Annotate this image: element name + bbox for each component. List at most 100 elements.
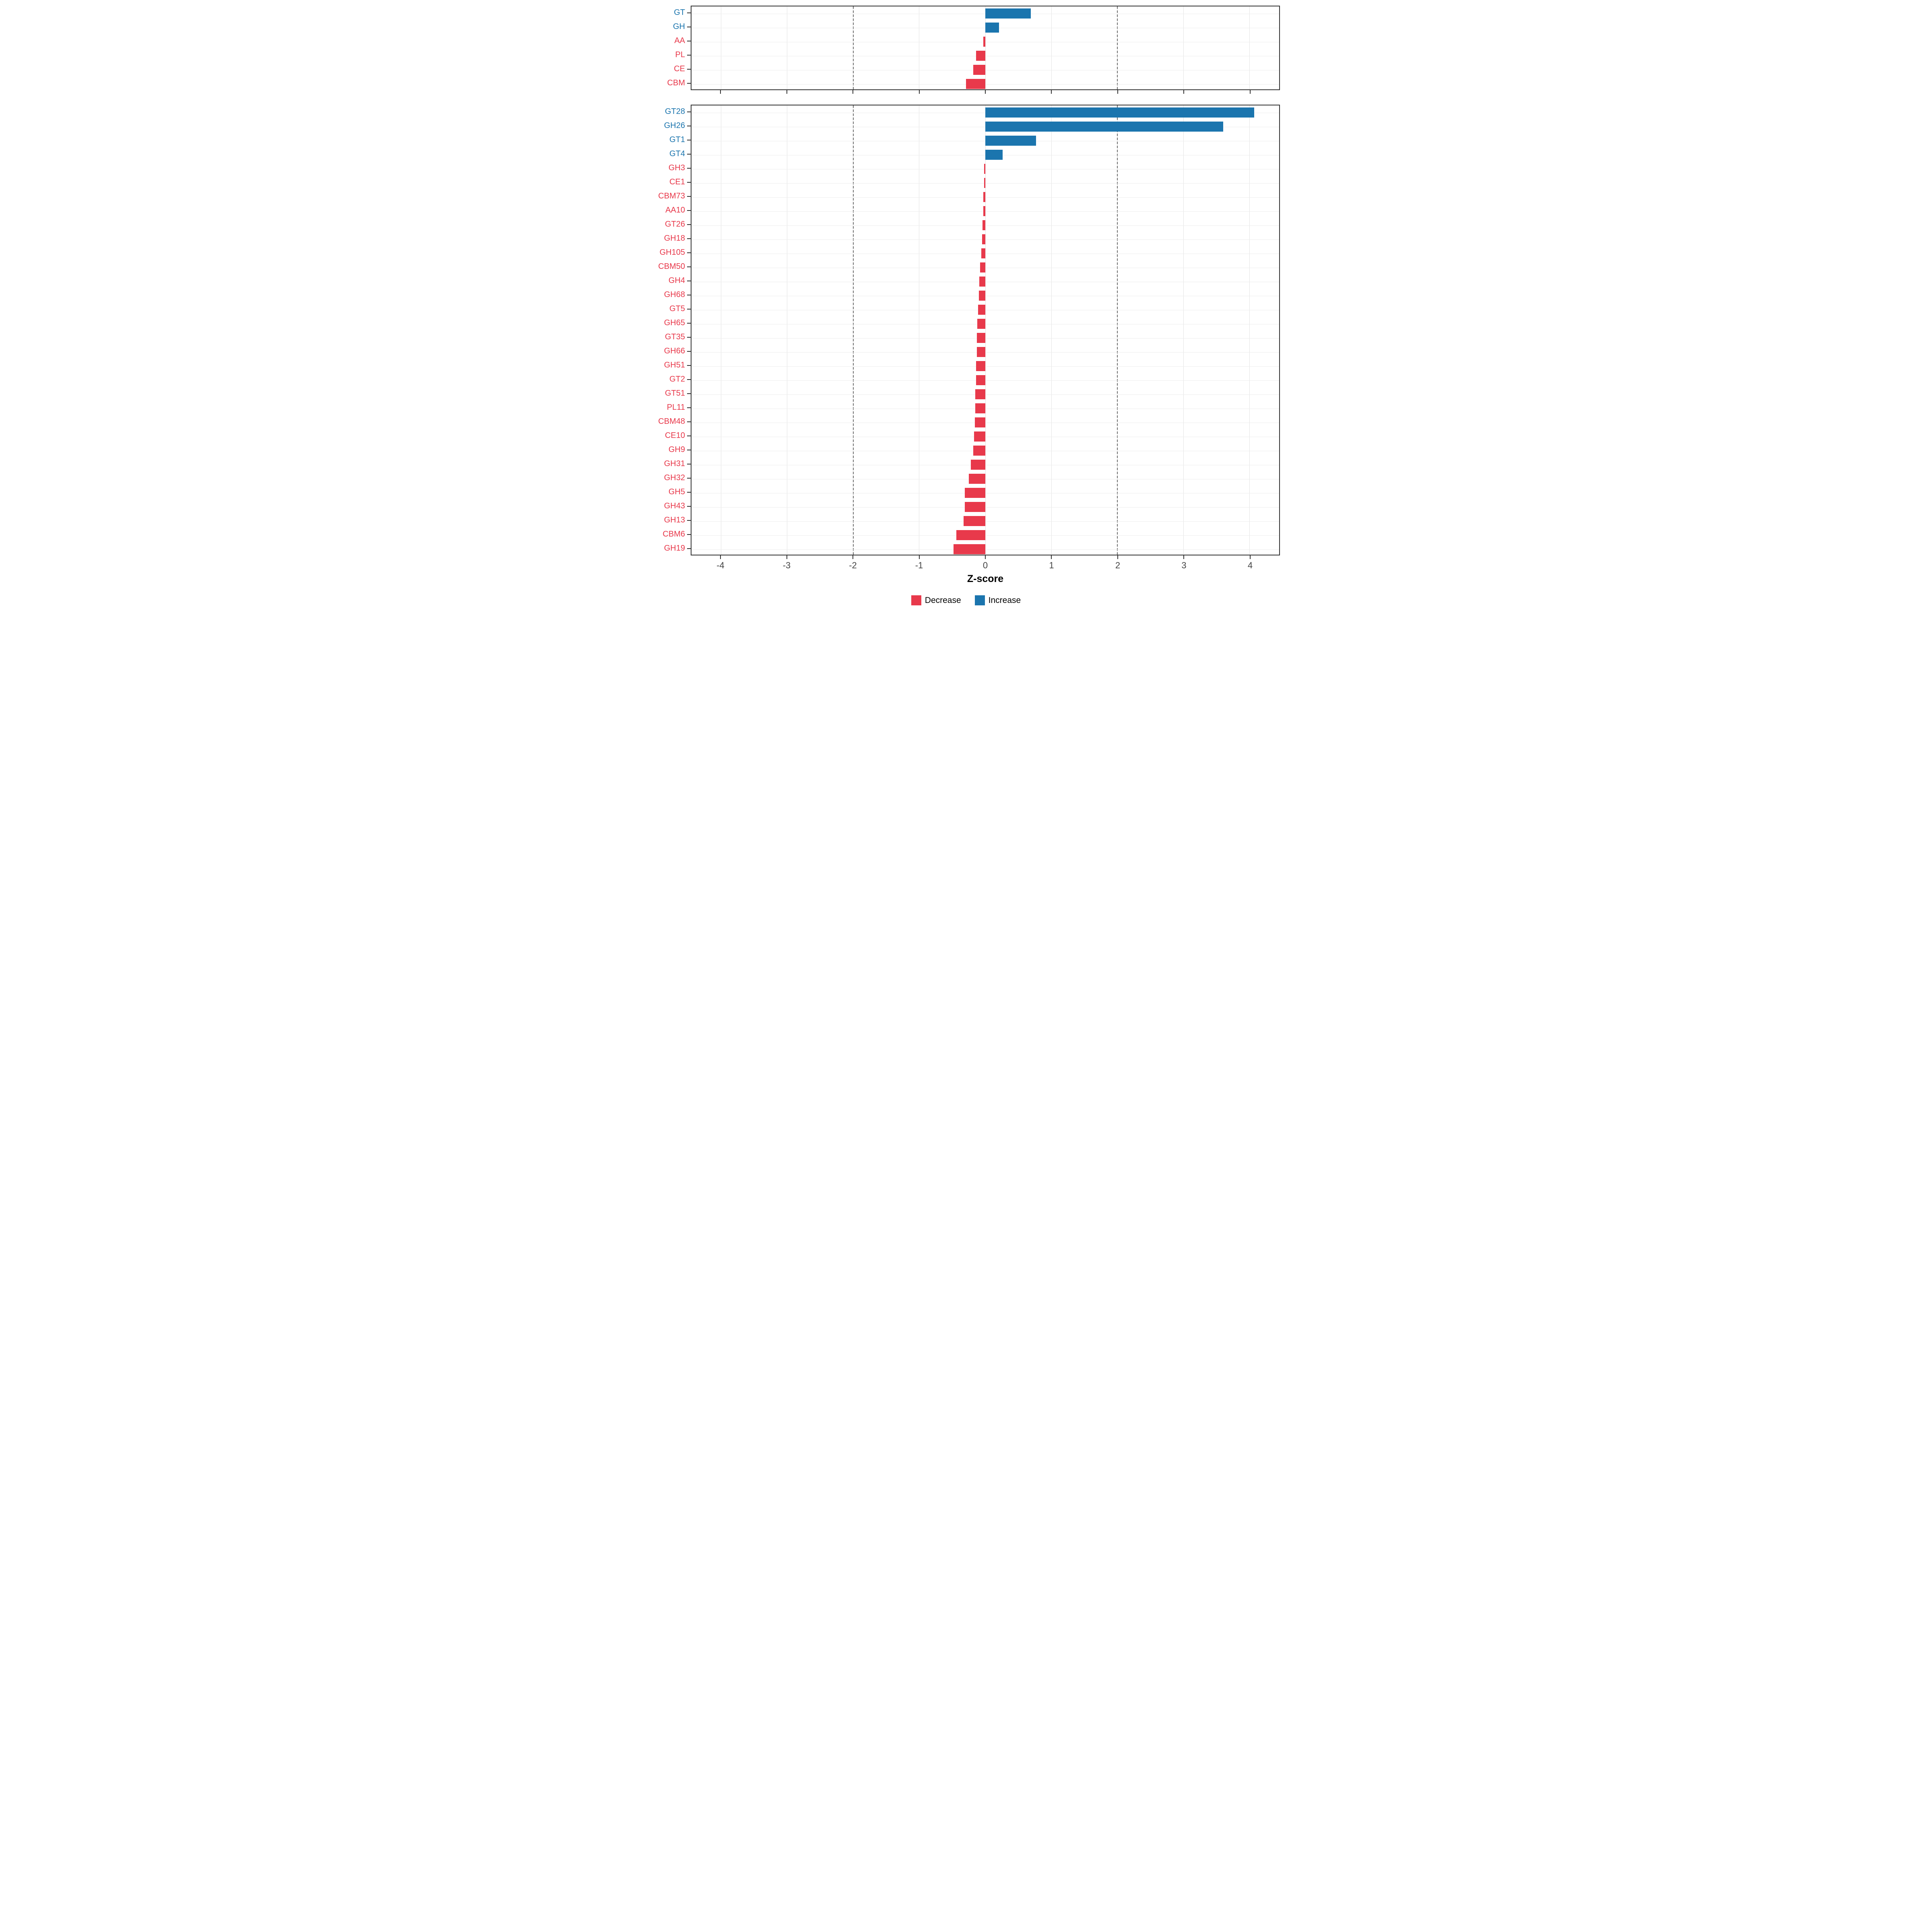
x-tick-mark xyxy=(1117,555,1118,559)
y-label-row: GT4 xyxy=(652,147,691,161)
y-label-gt2: GT2 xyxy=(669,375,685,384)
bar-aa10 xyxy=(983,206,985,217)
x-tick-mark xyxy=(1183,90,1185,94)
reference-line-dashed xyxy=(1117,105,1118,555)
y-label-gh26: GH26 xyxy=(664,121,685,130)
y-label-row: GH105 xyxy=(652,246,691,260)
x-tick-mark xyxy=(786,555,787,559)
x-tick-mark xyxy=(1051,555,1052,559)
y-tick-mark xyxy=(687,111,691,112)
y-label-row: GH18 xyxy=(652,231,691,246)
y-tick-mark xyxy=(687,182,691,183)
y-label-gh43: GH43 xyxy=(664,502,685,510)
y-label-row: GH65 xyxy=(652,316,691,330)
bar-gh105 xyxy=(981,248,985,259)
y-label-row: CBM xyxy=(652,76,691,90)
y-tick-mark xyxy=(687,196,691,197)
y-label-gh18: GH18 xyxy=(664,234,685,243)
y-label-row: GT26 xyxy=(652,217,691,231)
y-label-gh31: GH31 xyxy=(664,459,685,468)
panel-bottom: GT28 GH26 GT1 GT4 GH3 CE1 CBM73 AA10 GT26 GH18 GH1… xyxy=(652,105,1280,585)
bar-gh51 xyxy=(976,361,985,372)
bar-gh13 xyxy=(963,516,985,526)
gridline-horizontal xyxy=(691,366,1279,367)
x-tick-mark xyxy=(919,90,920,94)
gridline-horizontal xyxy=(691,352,1279,353)
y-label-ce: CE xyxy=(674,64,685,73)
y-label-cbm6: CBM6 xyxy=(663,530,685,539)
x-tick-mark xyxy=(786,90,787,94)
x-axis-title: Z-score xyxy=(967,573,1004,584)
bar-gh xyxy=(985,22,999,33)
gridline-horizontal xyxy=(691,84,1279,85)
y-label-gt: GT xyxy=(674,8,685,17)
plot-area-bottom xyxy=(691,105,1280,555)
x-tick-label--1: -1 xyxy=(915,560,923,570)
gridline-vertical xyxy=(1249,105,1250,555)
legend-label-increase: Increase xyxy=(988,595,1021,605)
y-tick-mark xyxy=(687,506,691,507)
y-label-gh: GH xyxy=(673,22,685,31)
y-tick-mark xyxy=(687,336,691,338)
y-label-gh9: GH9 xyxy=(668,445,685,454)
gridline-horizontal xyxy=(691,507,1279,508)
bar-cbm xyxy=(966,78,985,89)
y-tick-mark xyxy=(687,534,691,535)
y-label-pl: PL xyxy=(675,50,685,59)
plot-column-top xyxy=(691,6,1280,94)
bar-gt26 xyxy=(983,220,985,231)
bar-gh3 xyxy=(984,163,985,174)
gridline-horizontal xyxy=(691,197,1279,198)
gridline-vertical xyxy=(1183,105,1184,555)
x-tick-mark xyxy=(985,90,986,94)
y-tick-mark xyxy=(687,252,691,253)
y-label-row: GH3 xyxy=(652,161,691,175)
bar-gh4 xyxy=(979,276,985,287)
y-axis-labels-bottom: GT28 GH26 GT1 GT4 GH3 CE1 CBM73 AA10 GT26 GH18 GH1… xyxy=(652,105,691,585)
legend: Decrease Increase xyxy=(652,595,1280,617)
gridline-horizontal xyxy=(691,225,1279,226)
x-tick-mark xyxy=(985,555,986,559)
y-label-row: CE10 xyxy=(652,429,691,443)
bar-gh18 xyxy=(982,234,985,245)
x-tick-mark xyxy=(720,90,721,94)
bar-gt xyxy=(985,8,1031,19)
bar-gt28 xyxy=(985,107,1254,118)
y-label-row: GT51 xyxy=(652,386,691,400)
bar-gt51 xyxy=(975,389,985,400)
x-tick-label-2: 2 xyxy=(1115,560,1121,570)
y-label-ce1: CE1 xyxy=(669,178,685,186)
bar-gh19 xyxy=(954,544,985,555)
x-tick-label-0: 0 xyxy=(983,560,988,570)
y-label-row: CE xyxy=(652,62,691,76)
y-label-cbm73: CBM73 xyxy=(658,192,685,200)
y-label-row: GH9 xyxy=(652,443,691,457)
y-tick-mark xyxy=(687,54,691,56)
y-label-gh13: GH13 xyxy=(664,516,685,524)
y-label-row: AA10 xyxy=(652,203,691,217)
y-label-row: GT xyxy=(652,6,691,20)
y-label-gh68: GH68 xyxy=(664,290,685,299)
y-tick-mark xyxy=(687,308,691,310)
gridline-horizontal xyxy=(691,338,1279,339)
x-tick-label-3: 3 xyxy=(1181,560,1187,570)
y-label-row: GH32 xyxy=(652,471,691,485)
bar-gh66 xyxy=(976,347,985,357)
y-label-row: GT5 xyxy=(652,302,691,316)
legend-label-decrease: Decrease xyxy=(925,595,961,605)
gridline-horizontal xyxy=(691,183,1279,184)
y-label-gh32: GH32 xyxy=(664,473,685,482)
y-axis-labels-top: GT GH AA PL CE CBM xyxy=(652,6,691,94)
x-tick-mark xyxy=(1249,555,1251,559)
x-tick-mark xyxy=(852,555,853,559)
zscore-bar-chart-figure: GT GH AA PL CE CBM GT28 GH26 GT1 GT4 GH3 CE1 CBM73 A… xyxy=(652,6,1280,617)
y-tick-mark xyxy=(687,322,691,324)
y-tick-mark xyxy=(687,266,691,267)
y-tick-mark xyxy=(687,491,691,493)
bar-gh68 xyxy=(978,290,985,301)
y-tick-mark xyxy=(687,407,691,408)
bar-gt1 xyxy=(985,135,1036,146)
reference-line-dashed xyxy=(852,6,854,89)
y-label-gh105: GH105 xyxy=(659,248,685,257)
x-tick-label--4: -4 xyxy=(716,560,724,570)
